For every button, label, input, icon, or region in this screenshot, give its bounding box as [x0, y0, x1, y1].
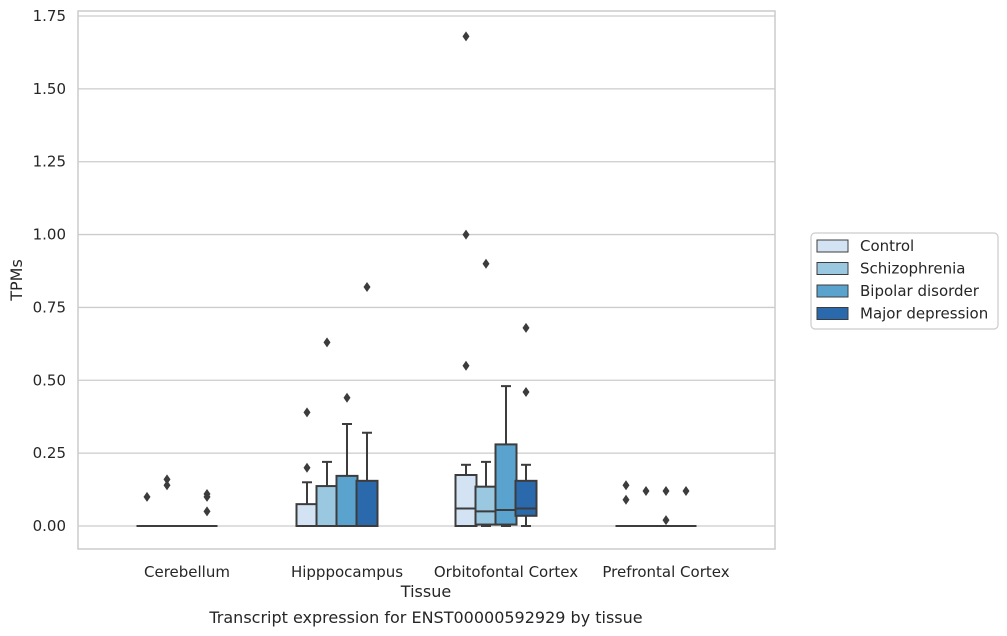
box-body — [474, 485, 498, 526]
outlier-point — [462, 31, 470, 42]
outlier-point — [482, 258, 490, 269]
box — [454, 31, 478, 527]
box — [355, 282, 379, 528]
outlier-point — [363, 282, 371, 293]
y-tick-label: 0.50 — [33, 371, 66, 389]
legend-item: Schizophrenia — [816, 260, 965, 278]
series-control — [136, 31, 637, 527]
x-tick-label: Cerebellum — [144, 563, 230, 581]
outlier-point — [462, 229, 470, 240]
legend-swatch — [816, 284, 849, 298]
box-series — [136, 31, 697, 528]
legend: Control Schizophrenia Bipolar disorder Majo… — [810, 232, 999, 330]
box-body — [315, 485, 339, 527]
y-tick-label: 0.25 — [33, 444, 66, 462]
box — [615, 480, 637, 527]
outlier-point — [522, 322, 530, 333]
y-tick-label: 0.00 — [33, 517, 66, 535]
outlier-point — [642, 486, 650, 497]
box-body — [355, 479, 379, 528]
box-body — [454, 474, 478, 527]
outlier-point — [662, 515, 670, 526]
outlier-point — [682, 486, 690, 497]
outlier-point — [303, 462, 311, 473]
box — [335, 392, 359, 528]
outlier-point — [622, 494, 630, 505]
outlier-point — [203, 506, 211, 517]
box — [136, 491, 158, 527]
outlier-point — [303, 407, 311, 418]
legend-item: Control — [816, 237, 914, 255]
outlier-point — [163, 480, 171, 491]
outlier-point — [323, 337, 331, 348]
x-tick-label: Prefrontal Cortex — [602, 563, 729, 581]
box — [295, 407, 319, 527]
y-tick-label: 1.25 — [33, 153, 66, 171]
legend-item: Major depression — [816, 305, 988, 323]
box — [315, 337, 339, 527]
legend-swatch — [816, 239, 849, 253]
x-tick-label: Hipppocampus — [291, 563, 403, 581]
legend-swatch — [816, 307, 849, 320]
y-tick-label: 0.75 — [33, 298, 66, 316]
legend-label: Schizophrenia — [860, 260, 965, 278]
legend-swatch — [816, 262, 849, 275]
box-body — [295, 503, 319, 527]
legend-label: Control — [860, 237, 914, 255]
outlier-point — [343, 392, 351, 403]
box — [514, 322, 538, 527]
box — [474, 258, 498, 527]
outlier-point — [462, 360, 470, 371]
chart-caption: Transcript expression for ENST0000059292… — [208, 608, 642, 627]
y-tick-label: 1.00 — [33, 226, 66, 244]
y-axis: 0.00 0.25 0.50 0.75 1.00 1.25 1.50 1.75 — [33, 7, 66, 535]
outlier-point — [522, 386, 530, 397]
box-body — [335, 474, 359, 528]
box-body — [494, 443, 518, 526]
box — [196, 488, 218, 527]
x-axis: Cerebellum Hipppocampus Orbitofontal Corte… — [144, 563, 730, 581]
box — [635, 486, 657, 527]
y-axis-label: TPMs — [7, 259, 26, 302]
outlier-point — [622, 480, 630, 491]
outlier-point — [143, 491, 151, 502]
box-body — [514, 479, 538, 517]
outlier-point — [662, 486, 670, 497]
series-bipolar-disorder — [176, 385, 677, 528]
outlier-point — [163, 474, 171, 485]
x-axis-label: Tissue — [400, 582, 451, 601]
y-tick-label: 1.75 — [33, 7, 66, 25]
legend-label: Major depression — [860, 305, 988, 323]
legend-label: Bipolar disorder — [860, 282, 980, 300]
series-schizophrenia — [156, 258, 657, 527]
legend-item: Bipolar disorder — [816, 282, 980, 300]
legend-frame — [810, 232, 999, 330]
x-tick-label: Orbitofontal Cortex — [434, 563, 578, 581]
box — [156, 474, 178, 527]
plot-frame — [77, 10, 776, 550]
box — [655, 486, 677, 527]
grid-lines — [78, 15, 775, 527]
outlier-point — [203, 488, 211, 499]
box — [675, 486, 697, 527]
y-tick-label: 1.50 — [33, 80, 66, 98]
series-major-depression — [196, 282, 697, 528]
box — [494, 385, 518, 527]
